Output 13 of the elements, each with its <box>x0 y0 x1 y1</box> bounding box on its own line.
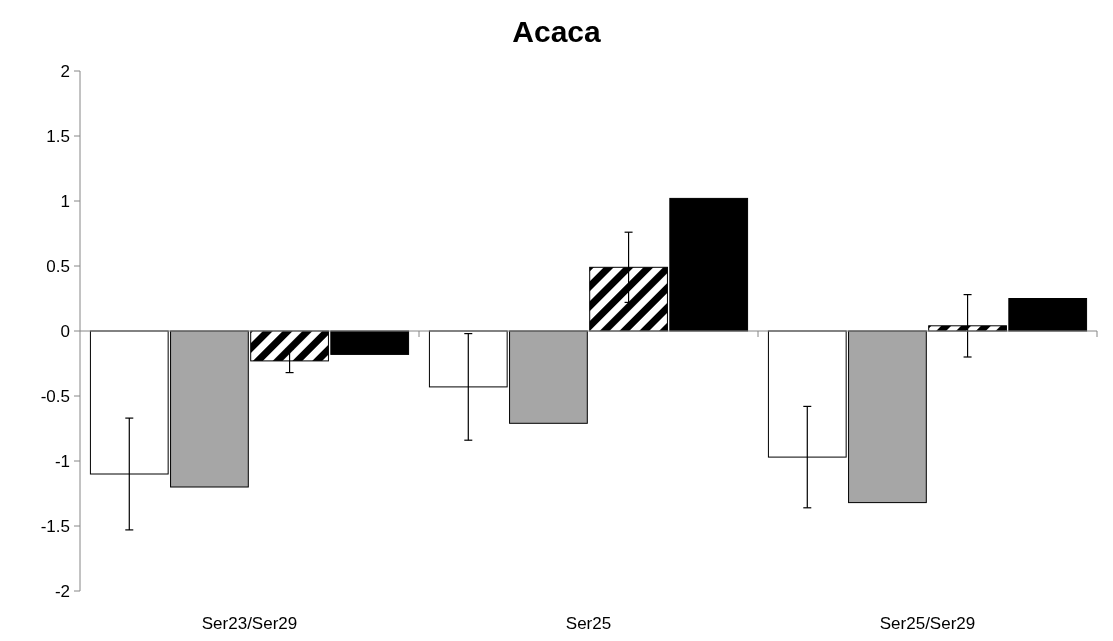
y-tick-label: 1.5 <box>46 126 70 146</box>
y-tick-label: 0.5 <box>46 256 70 276</box>
x-tick-label: Ser25 <box>565 614 612 633</box>
y-tick-label: -0.5 <box>40 386 70 406</box>
y-tick-label: 0 <box>60 321 70 341</box>
chart-title: Acaca <box>512 15 602 48</box>
y-tick-label: -1 <box>54 451 70 471</box>
y-tick-label: 1 <box>60 191 70 211</box>
y-tick-label: -2 <box>54 581 70 601</box>
x-tick-label: Ser25/Ser29 <box>879 614 976 633</box>
y-tick-label: -1.5 <box>40 516 70 536</box>
y-tick-label: 2 <box>60 61 70 81</box>
x-tick-label: Ser23/Ser29 <box>201 614 298 633</box>
